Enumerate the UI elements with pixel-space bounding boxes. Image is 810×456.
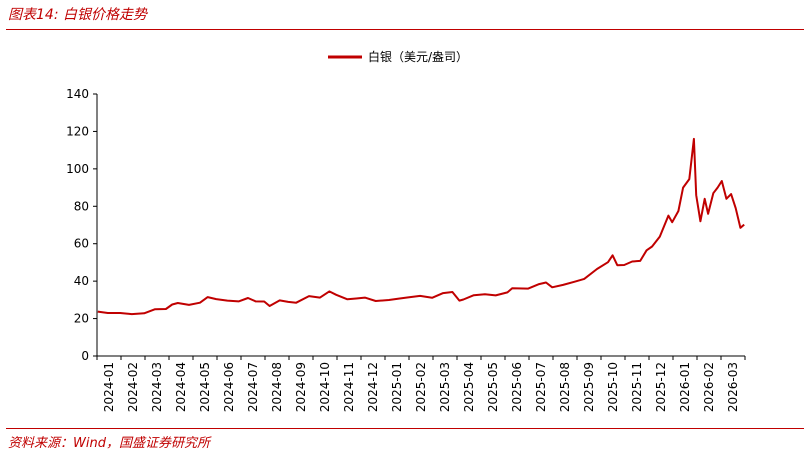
x-tick-label: 2024-07: [246, 362, 260, 412]
figure-title: 图表14: 白银价格走势: [8, 7, 147, 23]
legend-label: 白银（美元/盎司）: [368, 49, 468, 64]
source-note: 资料来源：Wind，国盛证券研究所: [8, 436, 210, 451]
x-tick-label: 2024-02: [126, 362, 140, 412]
y-tick-label: 120: [66, 124, 89, 138]
top-divider: [6, 29, 804, 30]
y-tick-label: 20: [74, 312, 89, 326]
x-tick-label: 2025-02: [414, 362, 428, 412]
x-tick-label: 2024-11: [342, 362, 356, 412]
x-tick-label: 2025-07: [534, 362, 548, 412]
x-tick-label: 2024-06: [222, 362, 236, 412]
y-tick-label: 140: [66, 87, 89, 101]
y-axis: 0 20 40 60 80 100 120 140: [66, 87, 98, 363]
y-tick-label: 60: [74, 237, 89, 251]
x-tick-label: 2025-06: [510, 362, 524, 412]
x-tick-label: 2024-05: [198, 362, 212, 412]
x-tick-label: 2024-03: [150, 362, 164, 412]
x-tick-label: 2024-09: [294, 362, 308, 412]
y-tick-label: 80: [74, 199, 89, 213]
series-line: [97, 137, 745, 316]
x-tick-label: 2025-03: [438, 362, 452, 412]
bottom-divider: [6, 428, 804, 429]
x-tick-label: 2025-12: [654, 362, 668, 412]
x-tick-label: 2026-03: [726, 362, 740, 412]
y-tick-label: 0: [81, 349, 89, 363]
x-tick-label: 2025-11: [630, 362, 644, 412]
y-tick-label: 100: [66, 162, 89, 176]
x-tick-label: 2024-08: [270, 362, 284, 412]
x-axis: 2024-01 2024-02 2024-03 2024-04 2024-05 2024-…: [96, 355, 746, 412]
x-tick-label: 2025-10: [606, 362, 620, 412]
x-tick-label: 2025-04: [462, 362, 476, 412]
x-tick-label: 2025-05: [486, 362, 500, 412]
y-tick-label: 40: [74, 274, 89, 288]
x-tick-label: 2024-12: [366, 362, 380, 412]
plot-area: [97, 137, 745, 316]
x-tick-label: 2026-01: [678, 362, 692, 412]
chart-legend: 白银（美元/盎司）: [328, 49, 468, 64]
x-tick-label: 2024-10: [318, 362, 332, 412]
x-tick-label: 2024-04: [174, 362, 188, 412]
x-tick-label: 2026-02: [702, 362, 716, 412]
x-tick-label: 2025-09: [582, 362, 596, 412]
x-tick-label: 2025-08: [558, 362, 572, 412]
x-tick-label: 2024-01: [102, 362, 116, 412]
x-tick-label: 2025-01: [390, 362, 404, 412]
